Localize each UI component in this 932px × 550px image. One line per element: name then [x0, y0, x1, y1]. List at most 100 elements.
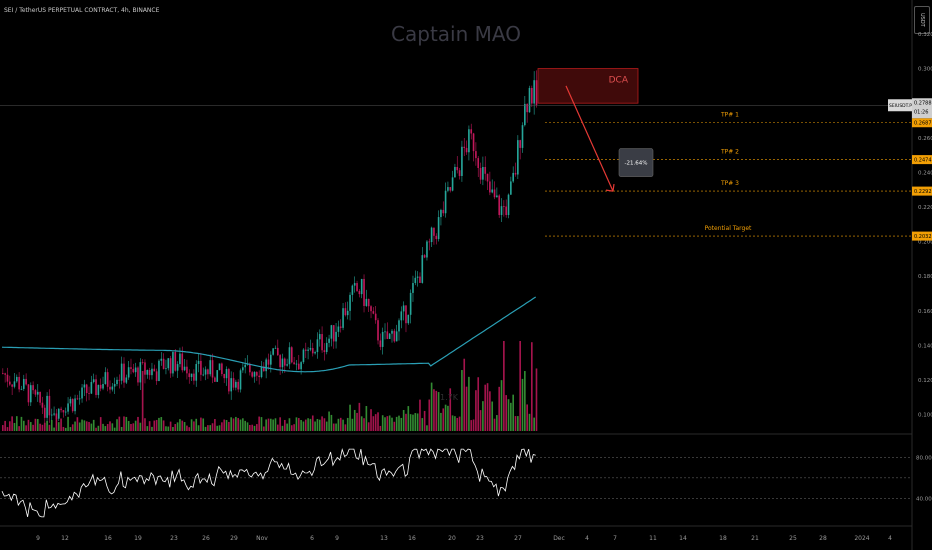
x-tick-label: 21 — [751, 535, 759, 542]
candle-body — [391, 330, 393, 334]
y-tick-label: 0.1600 — [918, 309, 932, 315]
volume-bar — [81, 419, 83, 431]
volume-bar — [134, 420, 137, 431]
level-price-tag — [912, 118, 932, 128]
watermark: Captain MAO — [391, 22, 521, 46]
candle-body — [109, 386, 111, 390]
volume-bar — [11, 416, 13, 431]
volume-bar — [521, 378, 524, 431]
volume-bar — [242, 418, 244, 431]
volume-bar — [358, 402, 361, 431]
volume-bar — [153, 420, 156, 431]
volume-bar — [120, 426, 123, 431]
volume-bar — [297, 418, 300, 431]
candle-body — [244, 364, 246, 368]
candle-body — [144, 362, 146, 375]
volume-bar — [428, 399, 431, 431]
symbol-tag-label: SEIUSDT.P — [889, 103, 912, 109]
volume-bar — [256, 424, 258, 431]
x-tick-label: 2024 — [854, 535, 869, 542]
candle-body — [120, 363, 123, 381]
volume-bar — [386, 416, 389, 431]
candle-body — [190, 373, 193, 378]
volume-bar — [141, 371, 144, 431]
volume-bar — [104, 426, 107, 431]
candle-body — [43, 407, 46, 418]
currency-button[interactable]: USDT — [914, 6, 930, 34]
volume-bar — [482, 401, 484, 431]
candle-body — [500, 206, 503, 215]
candle-body — [141, 362, 144, 363]
volume-bar — [514, 416, 517, 431]
volume-bar — [148, 421, 151, 431]
candle-body — [125, 377, 128, 383]
volume-bar — [379, 425, 382, 431]
x-tick-label: 16 — [104, 535, 112, 542]
volume-bar — [342, 419, 344, 431]
candle-body — [11, 384, 13, 387]
volume-bar — [328, 411, 330, 431]
candle-body — [169, 358, 172, 374]
candle-body — [325, 342, 328, 352]
candle-body — [209, 360, 212, 375]
candle-body — [363, 278, 365, 306]
volume-bar — [528, 413, 531, 431]
candle-body — [221, 363, 223, 375]
volume-bar — [216, 425, 219, 431]
volume-bar — [267, 418, 270, 431]
candle-body — [388, 333, 391, 339]
candle-body — [232, 378, 235, 388]
volume-bar — [118, 416, 121, 431]
candle-body — [535, 80, 538, 106]
volume-bar — [395, 416, 398, 431]
volume-bar — [195, 418, 198, 431]
volume-bar — [496, 415, 498, 431]
candle-body — [260, 366, 263, 378]
candle-body — [137, 367, 139, 383]
candle-body — [295, 363, 298, 365]
candle-body — [463, 146, 466, 148]
volume-bar — [283, 419, 286, 431]
volume-bar — [97, 425, 100, 431]
volume-bar — [13, 422, 16, 431]
volume-bar — [526, 404, 528, 431]
candle-body — [242, 367, 244, 371]
x-tick-label: 7 — [613, 535, 617, 542]
candle-body — [202, 374, 205, 376]
candle-body — [423, 255, 426, 258]
candle-body — [479, 168, 482, 180]
volume-bar — [479, 410, 482, 431]
candle-body — [514, 172, 517, 175]
candle-body — [139, 362, 142, 383]
volume-bar — [531, 342, 533, 431]
measure-label: -21.64% — [625, 161, 648, 167]
candle-body — [519, 140, 521, 148]
candle-body — [454, 166, 456, 178]
volume-bar — [486, 383, 489, 431]
volume-bar — [74, 421, 76, 431]
candle-body — [148, 369, 151, 376]
candle-body — [225, 369, 228, 379]
candle-body — [449, 187, 452, 191]
volume-bar — [510, 402, 512, 431]
candle-body — [395, 331, 398, 342]
candle-body — [6, 374, 9, 382]
volume-bar — [330, 414, 333, 431]
candle-body — [116, 379, 118, 385]
volume-bar — [200, 417, 202, 431]
volume-bar — [69, 427, 72, 431]
volume-bar — [314, 421, 316, 431]
candle-body — [486, 173, 489, 182]
candle-body — [207, 369, 209, 375]
candle-body — [50, 414, 53, 416]
volume-bar — [351, 418, 354, 431]
candle-body — [409, 292, 412, 315]
candle-body — [183, 366, 186, 371]
candle-body — [272, 348, 274, 355]
volume-bar — [274, 418, 277, 431]
y-tick-label: 0.1200 — [918, 378, 932, 384]
volume-bar — [288, 418, 291, 431]
volume-bar — [90, 423, 93, 431]
candle-body — [265, 359, 267, 372]
